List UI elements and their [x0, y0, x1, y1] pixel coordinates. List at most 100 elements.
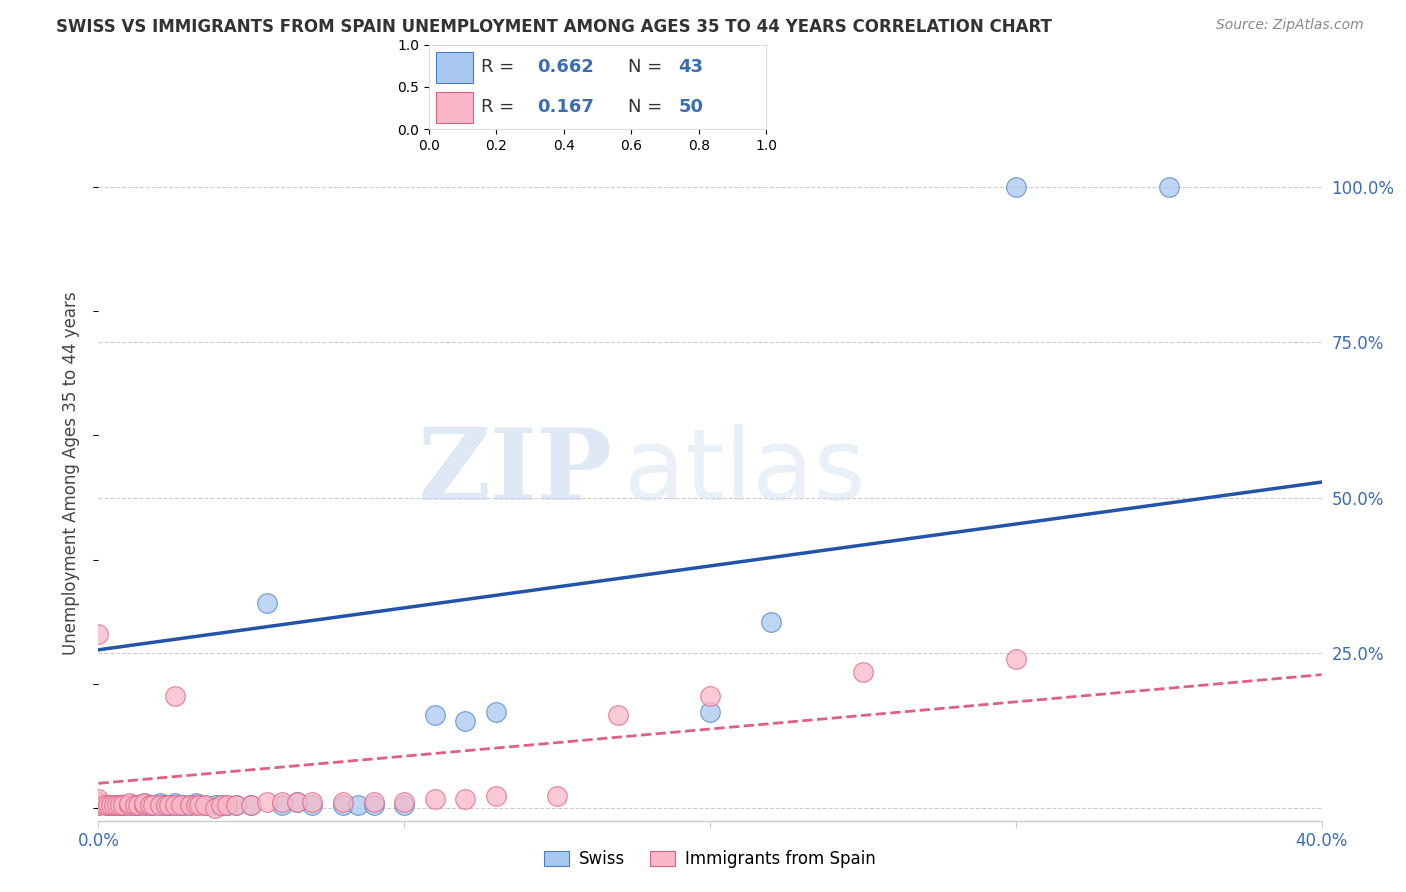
Point [103, 798, 125, 813]
Point [392, 795, 416, 809]
Point [111, 798, 134, 813]
Text: SWISS VS IMMIGRANTS FROM SPAIN UNEMPLOYMENT AMONG AGES 35 TO 44 YEARS CORRELATIO: SWISS VS IMMIGRANTS FROM SPAIN UNEMPLOYM… [56, 18, 1052, 36]
Point [155, 798, 177, 813]
Point [103, 798, 125, 813]
Legend: Swiss, Immigrants from Spain: Swiss, Immigrants from Spain [537, 844, 883, 875]
Point [108, 798, 131, 813]
Point [139, 798, 162, 813]
Point [127, 798, 149, 813]
Point [285, 795, 308, 809]
Point [87, 792, 110, 806]
Point [179, 798, 201, 813]
Point [157, 798, 180, 813]
Point [607, 708, 630, 723]
Point [87, 627, 110, 641]
Point [546, 789, 568, 803]
Point [240, 798, 263, 813]
Point [87, 798, 110, 813]
Text: R =: R = [481, 59, 515, 77]
Point [163, 798, 186, 813]
Point [194, 798, 217, 813]
Point [87, 798, 110, 813]
Point [124, 798, 146, 813]
Point [759, 615, 782, 629]
Point [194, 798, 217, 813]
Point [111, 798, 134, 813]
Point [87, 796, 110, 810]
Point [93, 798, 115, 813]
Point [118, 798, 141, 813]
Text: 50: 50 [679, 98, 703, 116]
Point [149, 798, 172, 813]
Point [100, 798, 122, 813]
Point [485, 705, 508, 719]
Point [699, 705, 721, 719]
Point [209, 798, 232, 813]
Text: R =: R = [481, 98, 515, 116]
Point [256, 795, 278, 809]
Y-axis label: Unemployment Among Ages 35 to 44 years: Unemployment Among Ages 35 to 44 years [62, 291, 80, 655]
Text: atlas: atlas [624, 425, 866, 521]
Point [454, 792, 477, 806]
Point [347, 798, 370, 813]
Point [1004, 180, 1026, 194]
Point [127, 798, 149, 813]
Point [363, 795, 385, 809]
Point [225, 798, 247, 813]
Point [118, 796, 141, 810]
Point [179, 798, 201, 813]
Point [423, 792, 446, 806]
Point [155, 798, 177, 813]
Text: 0.662: 0.662 [537, 59, 593, 77]
Point [170, 798, 193, 813]
Point [1157, 180, 1180, 194]
Point [173, 798, 195, 813]
Point [97, 798, 120, 813]
Point [423, 708, 446, 723]
Point [209, 798, 232, 813]
Point [134, 798, 156, 813]
Point [454, 714, 477, 729]
Point [163, 690, 186, 704]
Point [215, 798, 238, 813]
Point [215, 798, 238, 813]
Point [134, 796, 156, 810]
Point [204, 798, 226, 813]
Point [149, 798, 172, 813]
Point [1004, 652, 1026, 666]
Point [97, 798, 120, 813]
Point [163, 796, 186, 810]
Point [301, 795, 323, 809]
Point [186, 796, 208, 810]
Point [142, 798, 165, 813]
Point [301, 798, 323, 813]
Point [240, 798, 263, 813]
Point [332, 798, 354, 813]
Point [170, 798, 193, 813]
Text: N =: N = [628, 98, 662, 116]
Point [188, 798, 211, 813]
Point [270, 798, 292, 813]
Point [108, 798, 131, 813]
FancyBboxPatch shape [436, 53, 472, 83]
Point [852, 665, 875, 679]
Text: Source: ZipAtlas.com: Source: ZipAtlas.com [1216, 18, 1364, 32]
Point [134, 796, 156, 810]
Point [139, 798, 162, 813]
Point [118, 798, 141, 813]
Point [332, 795, 354, 809]
Point [186, 798, 208, 813]
Text: N =: N = [628, 59, 662, 77]
Point [392, 798, 416, 813]
Point [270, 795, 292, 809]
Point [157, 798, 180, 813]
Point [124, 798, 146, 813]
Point [87, 795, 110, 809]
Text: 43: 43 [679, 59, 703, 77]
Point [134, 798, 156, 813]
FancyBboxPatch shape [436, 92, 472, 122]
Point [225, 798, 247, 813]
Point [142, 798, 165, 813]
Point [204, 801, 226, 815]
Point [163, 798, 186, 813]
